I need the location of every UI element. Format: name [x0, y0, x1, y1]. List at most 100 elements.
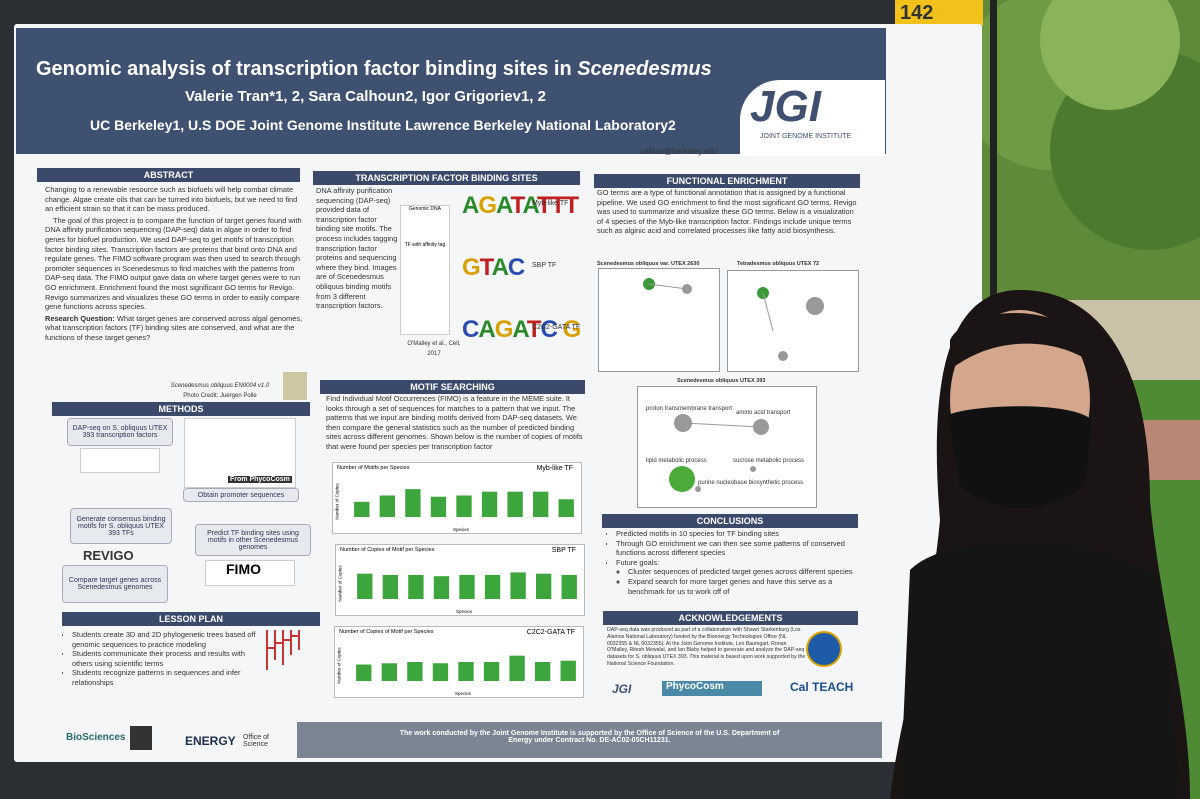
bar — [456, 495, 472, 517]
bar — [432, 663, 449, 681]
tree-icon — [266, 630, 300, 670]
heading: ACKNOWLEDGEMENTS — [603, 611, 858, 625]
person — [890, 290, 1190, 799]
title: Genomic analysis of transcription factor… — [36, 58, 572, 80]
x-axis-label: Species — [453, 527, 470, 532]
bar — [483, 662, 500, 681]
list-item: Future goals: — [616, 558, 858, 568]
go-term: sucrose metabolic process — [733, 458, 805, 464]
footer-logo: Office of Science — [243, 734, 269, 748]
motif-text: Find Individual Motif Occurrences (FIMO)… — [326, 394, 583, 451]
list-item: Through GO enrichment we can then see so… — [616, 539, 858, 558]
bar — [459, 574, 475, 599]
bar — [510, 572, 526, 599]
ack-text: DAP-seq data was produced as part of a c… — [607, 627, 806, 667]
bar — [484, 574, 501, 599]
caption: Scenedesmus obliquus EN0004 v1.0 Photo Cr… — [160, 382, 280, 401]
list-item: Expand search for more target genes and … — [628, 577, 858, 596]
y-axis-label: Number of Copies — [337, 565, 343, 602]
chart-title: Number of Copies of Motif per Species — [340, 547, 435, 553]
paragraph: The goal of this project is to compare t… — [45, 215, 302, 312]
mini-chart: Number of Copies of Motif per Species C2C… — [334, 626, 584, 698]
chart-plot — [357, 572, 577, 599]
method-step: DAP-seq on S. obliquus UTEX 393 transcri… — [67, 418, 173, 446]
credit: Photo Credit: Juergen Polle — [183, 392, 257, 399]
motif-logo: AGATATTT — [462, 192, 579, 219]
conclusions-list: Predicted motifs in 10 species for TF bi… — [606, 529, 858, 609]
poster-number: 142 — [900, 2, 934, 24]
chart-plot — [354, 489, 574, 517]
algae-photo — [283, 372, 307, 400]
bar — [382, 574, 398, 599]
go-term: purine nucleobase biosynthetic process — [698, 480, 804, 486]
question-label: Research Question: — [45, 313, 115, 323]
motif-name: SBP TF — [532, 262, 557, 269]
method-step: Compare target genes across Scenedesmus … — [62, 565, 168, 603]
revigo-plot: proton transmembrane transport amino aci… — [637, 386, 817, 508]
bar — [379, 495, 395, 517]
ack-logo: Cal TEACH — [790, 680, 854, 694]
bar — [561, 574, 577, 599]
heading: LESSON PLAN — [62, 612, 320, 626]
affiliations: UC Berkeley1, U.S DOE Joint Genome Insti… — [90, 117, 676, 133]
series-name: SBP TF — [551, 547, 576, 554]
series-name: Myb-like TF — [536, 465, 573, 472]
lesson-list: Students create 3D and 2D phylogenetic t… — [62, 630, 262, 710]
mini-chart: Number of Copies of Motif per Species SBP… — [335, 544, 585, 616]
nsf-logo — [806, 631, 842, 667]
list-item: Students communicate their process and r… — [72, 649, 262, 668]
bar — [558, 499, 574, 517]
bar — [535, 662, 551, 681]
footer-logo: ENERGY — [185, 734, 236, 748]
tool-label: From PhycoCosm — [228, 476, 292, 483]
paragraph: Changing to a renewable resource such as… — [45, 185, 298, 214]
method-step: Obtain promoter sequences — [183, 488, 299, 502]
revigo-plot — [598, 268, 720, 372]
x-axis-label: Species — [456, 609, 473, 614]
plot-title: Scenedesmus obliquus UTEX 393 — [677, 378, 766, 384]
title-species: Scenedesmus — [577, 58, 712, 80]
tool-label: REVIGO — [83, 548, 134, 563]
enrichment-text: GO terms are a type of functional annota… — [597, 188, 857, 236]
logo-box — [740, 80, 885, 156]
heading: TRANSCRIPTION FACTOR BINDING SITES — [313, 171, 580, 185]
bar — [405, 489, 421, 517]
motif-name: C2C2-GATA TF — [532, 324, 581, 331]
logo-sub: JOINT GENOME INSTITUTE — [760, 133, 852, 140]
list-item: Predicted motifs in 10 species for TF bi… — [616, 529, 858, 539]
bar — [560, 660, 576, 681]
method-step: Predict TF binding sites using motifs in… — [195, 524, 311, 556]
chart-title: Number of Motifs per Species — [337, 465, 410, 471]
bar — [433, 576, 450, 599]
motif-logo: GTAC — [462, 254, 525, 281]
list-item: Students create 3D and 2D phylogenetic t… — [72, 630, 262, 649]
chart-plot — [356, 655, 576, 681]
heading: CONCLUSIONS — [602, 514, 858, 528]
bar — [481, 491, 498, 517]
heading: FUNCTIONAL ENRICHMENT — [594, 174, 860, 188]
bar — [381, 663, 397, 681]
y-axis-label: Number of Copies — [336, 647, 342, 684]
go-term: lipid metabolic process — [646, 458, 707, 464]
method-step: Generate consensus binding motifs for S.… — [70, 508, 172, 544]
figure-label: TF with affinity tag — [404, 242, 446, 248]
bar — [430, 496, 447, 517]
bar — [357, 573, 373, 599]
x-axis-label: Species — [455, 691, 472, 696]
series-name: C2C2-GATA TF — [526, 629, 575, 636]
plot-title: Tetradesmus obliquus UTEX 72 — [737, 261, 820, 267]
ack-logo: PhycoCosm — [662, 681, 762, 696]
berkeley-lab-logo — [130, 726, 152, 750]
bar — [509, 655, 525, 681]
heading: ABSTRACT — [37, 168, 300, 182]
list-item: Students recognize patterns in sequences… — [72, 668, 262, 687]
figure-label: Genomic DNA — [409, 206, 441, 212]
poster-title: Genomic analysis of transcription factor… — [36, 58, 712, 81]
motif-name: Myb-like TF — [532, 200, 569, 207]
footer-band: The work conducted by the Joint Genome I… — [297, 722, 882, 758]
genome-plot — [80, 448, 160, 473]
plot-title: Scenedesmus obliquus var. UTEX 2630 — [597, 261, 700, 267]
bar — [458, 662, 474, 681]
bar — [354, 501, 370, 517]
